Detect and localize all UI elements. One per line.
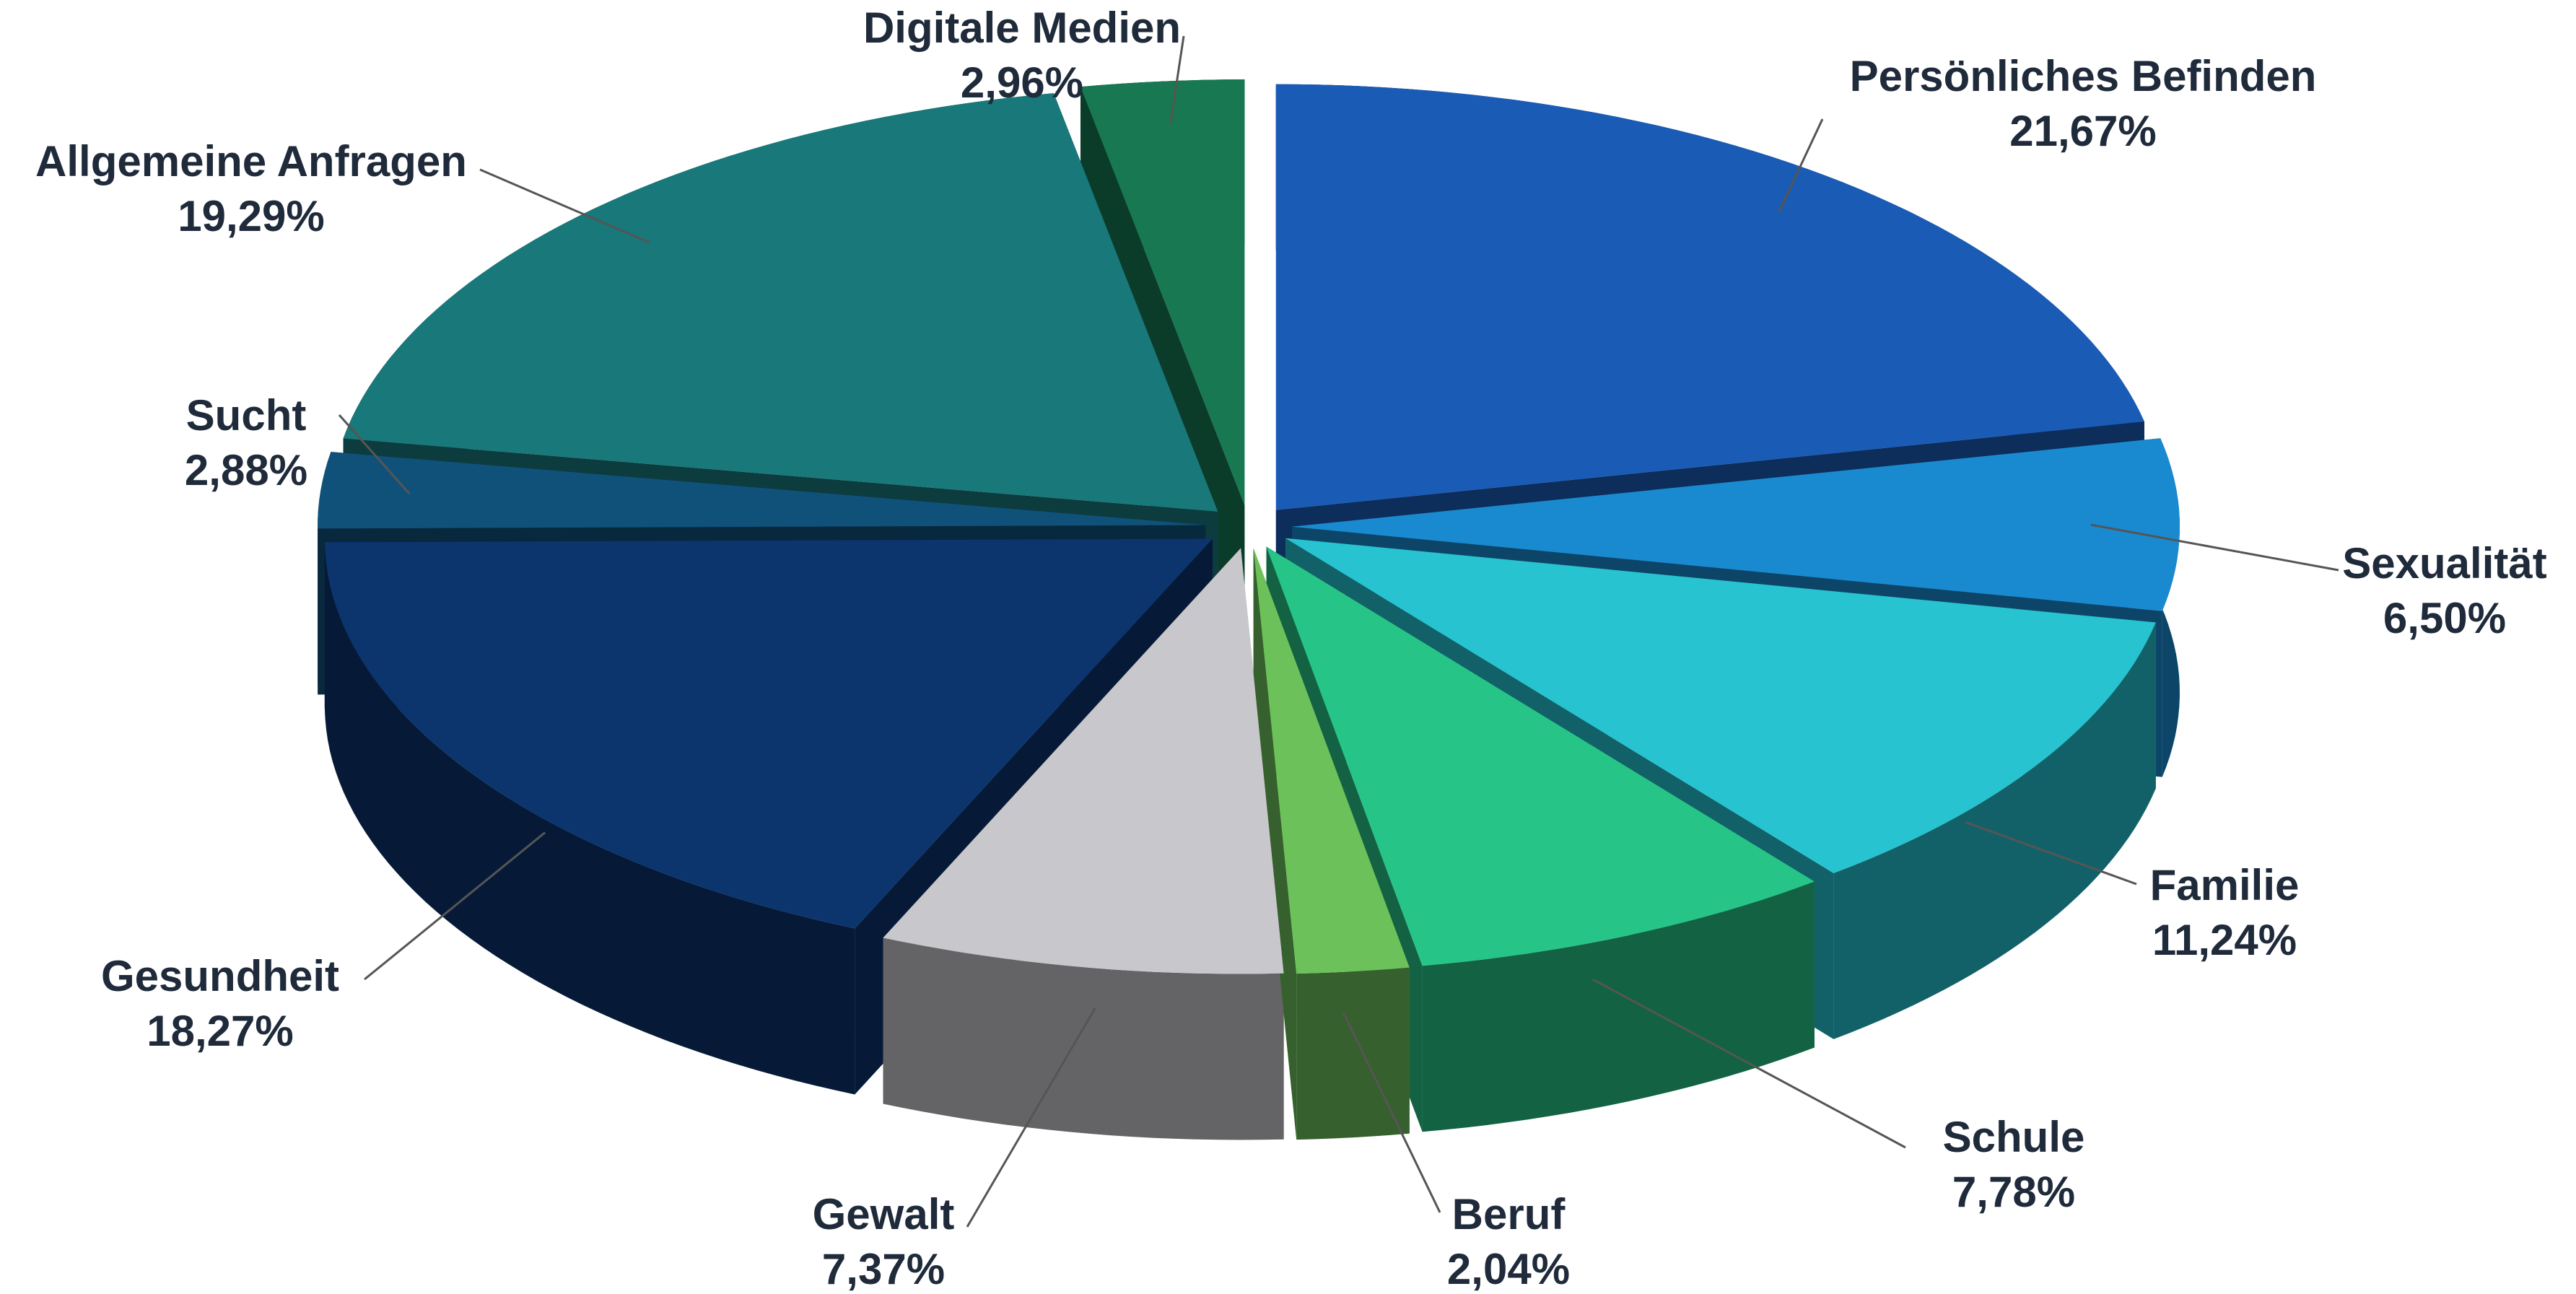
slice-side-shade [1833, 622, 2156, 1039]
slice-label: Beruf [1452, 1190, 1566, 1238]
leader-line [364, 831, 546, 981]
value-label: 19,29% [178, 192, 325, 240]
slice-label: Gewalt [813, 1190, 955, 1238]
value-label: 7,37% [822, 1245, 945, 1293]
labels: Persönliches Befinden 21,67% Sexualität 6,5… [35, 4, 2547, 1293]
value-label: 2,88% [185, 446, 307, 494]
slice [883, 548, 1284, 974]
value-label: 6,50% [2383, 594, 2506, 642]
slice-label: Schule [1943, 1113, 2085, 1161]
leader-line [1592, 978, 1906, 1149]
slice [1253, 548, 1410, 974]
leader-line [966, 1007, 1096, 1228]
slice [1266, 546, 1815, 966]
leader-line [1965, 821, 2137, 886]
slice [1275, 84, 2144, 510]
value-label: 18,27% [147, 1007, 294, 1055]
value-label: 11,24% [2152, 916, 2297, 964]
slice-side-shade [324, 542, 855, 1095]
slice-label: Sucht [186, 391, 307, 440]
slice-label: Allgemeine Anfragen [35, 137, 467, 185]
slice-side-shade [883, 937, 1284, 1140]
value-label: 7,78% [1952, 1168, 2075, 1216]
slice [324, 538, 1213, 929]
leader-line [479, 168, 650, 244]
leader-line [1342, 1011, 1441, 1213]
slice [343, 93, 1218, 512]
slice-label: Digitale Medien [863, 4, 1181, 52]
leader-line [1169, 35, 1185, 124]
slice-side-shade [1422, 881, 1815, 1132]
pie-tops [318, 79, 2180, 974]
value-label: 2,96% [961, 58, 1083, 107]
slice-label: Sexualität [2342, 539, 2546, 587]
slice [1080, 79, 1245, 506]
slice-label: Persönliches Befinden [1850, 52, 2317, 100]
slice-side-shade [1253, 548, 1297, 1140]
slice [1292, 438, 2180, 611]
leader-line [338, 414, 411, 494]
leader-line [1778, 118, 1824, 213]
value-label: 2,04% [1447, 1245, 1570, 1293]
slice [1285, 538, 2156, 873]
leader-line [2090, 523, 2339, 572]
slice-side-shade [1296, 967, 1410, 1140]
value-label: 21,67% [2009, 107, 2157, 155]
slice-label: Familie [2150, 861, 2300, 909]
slice [318, 452, 1206, 529]
slice-label: Gesundheit [101, 952, 339, 1000]
